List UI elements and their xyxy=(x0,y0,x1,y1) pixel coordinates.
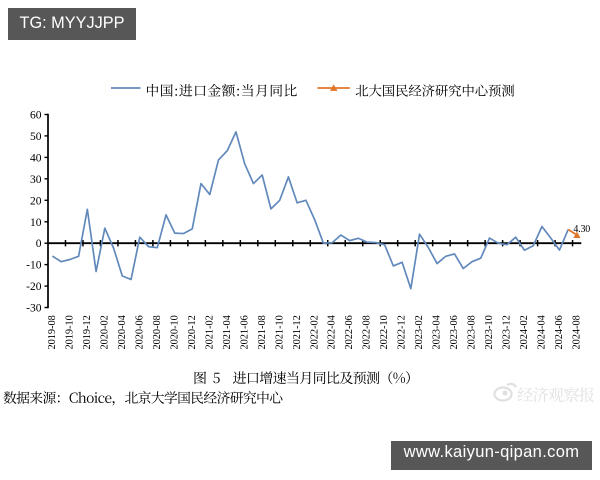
svg-text:-20: -20 xyxy=(26,281,42,293)
svg-text:2020-08: 2020-08 xyxy=(152,315,163,349)
svg-text:2022-12: 2022-12 xyxy=(397,315,408,349)
svg-text:2020-04: 2020-04 xyxy=(117,315,128,349)
svg-text:2022-04: 2022-04 xyxy=(327,315,338,349)
svg-text:2021-06: 2021-06 xyxy=(239,315,250,349)
svg-text:2022-02: 2022-02 xyxy=(309,315,320,349)
svg-text:2020-10: 2020-10 xyxy=(169,315,180,349)
svg-text:2024-04: 2024-04 xyxy=(537,315,548,349)
svg-text:2021-10: 2021-10 xyxy=(274,315,285,349)
svg-text:-30: -30 xyxy=(26,303,42,315)
svg-text:10: 10 xyxy=(30,217,42,229)
svg-text:2019-12: 2019-12 xyxy=(82,315,93,349)
svg-text:30: 30 xyxy=(30,174,42,186)
svg-text:40: 40 xyxy=(30,152,42,164)
svg-text:2021-08: 2021-08 xyxy=(257,315,268,349)
svg-text:2020-12: 2020-12 xyxy=(187,315,198,349)
svg-text:2024-06: 2024-06 xyxy=(554,315,565,349)
svg-text:-10: -10 xyxy=(26,260,42,272)
svg-text:2023-02: 2023-02 xyxy=(414,315,425,349)
svg-text:2021-04: 2021-04 xyxy=(222,315,233,349)
svg-text:20: 20 xyxy=(30,195,42,207)
svg-text:2022-08: 2022-08 xyxy=(362,315,373,349)
svg-text:2024-02: 2024-02 xyxy=(519,315,530,349)
svg-text:2022-10: 2022-10 xyxy=(379,315,390,349)
svg-text:4.30: 4.30 xyxy=(573,224,590,235)
svg-text:2023-10: 2023-10 xyxy=(484,315,495,349)
svg-text:2023-08: 2023-08 xyxy=(467,315,478,349)
svg-text:2019-10: 2019-10 xyxy=(64,315,75,349)
svg-text:2019-08: 2019-08 xyxy=(47,315,58,349)
svg-text:2020-06: 2020-06 xyxy=(134,315,145,349)
svg-text:2023-12: 2023-12 xyxy=(502,315,513,349)
svg-text:0: 0 xyxy=(36,238,42,250)
svg-text:2021-12: 2021-12 xyxy=(292,315,303,349)
svg-text:2021-02: 2021-02 xyxy=(204,315,215,349)
svg-text:2022-06: 2022-06 xyxy=(344,315,355,349)
svg-text:60: 60 xyxy=(30,110,42,122)
svg-text:50: 50 xyxy=(30,131,42,143)
svg-text:2023-04: 2023-04 xyxy=(432,315,443,349)
svg-text:2020-02: 2020-02 xyxy=(99,315,110,349)
svg-text:2023-06: 2023-06 xyxy=(449,315,460,349)
svg-text:2024-08: 2024-08 xyxy=(572,315,583,349)
